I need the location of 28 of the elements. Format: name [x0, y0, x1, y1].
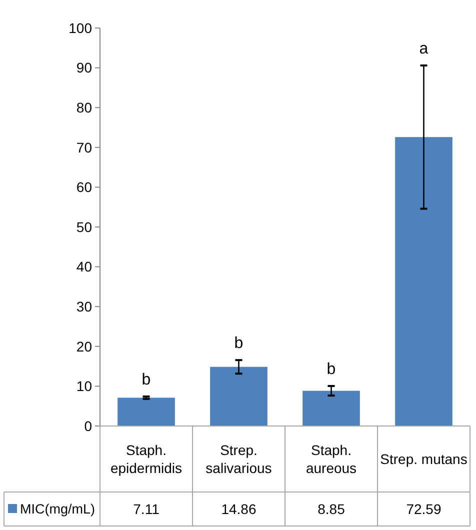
data-label: 72.59 — [406, 500, 442, 517]
x-tick-label: Strep. salivarious — [206, 442, 272, 476]
y-tick-label: 90 — [76, 60, 92, 76]
y-tick-label: 30 — [76, 298, 92, 314]
data-label: 8.85 — [318, 500, 346, 517]
bar — [118, 398, 175, 426]
annotation: a — [419, 40, 428, 58]
annotation: b — [142, 372, 151, 389]
y-tick-label: 70 — [76, 139, 92, 156]
y-tick-label: 50 — [76, 218, 92, 235]
y-tick-label: 0 — [84, 418, 92, 434]
legend-label: MIC(mg/mL) — [20, 502, 95, 517]
y-tick-label: 60 — [76, 179, 92, 196]
bar — [395, 137, 452, 426]
x-tick-label: Staph. aureous — [306, 442, 357, 476]
y-tick-label: 10 — [76, 378, 92, 394]
y-tick-label: 20 — [76, 338, 92, 354]
x-tick-label: Staph. epidermidis — [110, 442, 182, 476]
y-tick-label: 40 — [76, 258, 92, 275]
x-tick-label: Strep. mutans — [380, 450, 468, 467]
y-tick-label: 80 — [76, 100, 92, 116]
data-label: 7.11 — [133, 500, 160, 517]
annotation: b — [234, 335, 244, 352]
data-label: 14.86 — [221, 500, 256, 517]
bar — [210, 366, 268, 426]
annotation: b — [326, 361, 336, 378]
y-tick-label: 100 — [68, 20, 92, 36]
bar — [302, 390, 360, 426]
